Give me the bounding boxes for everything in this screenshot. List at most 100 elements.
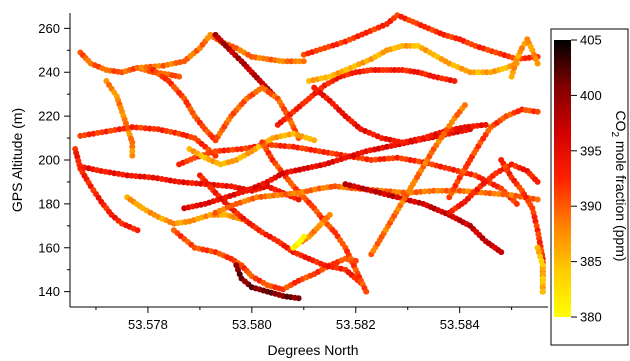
data-point [180,179,187,186]
data-point [81,132,88,139]
data-point [456,187,463,194]
data-point [184,179,191,186]
data-point [215,182,222,189]
y-tick-label: 180 [38,196,60,211]
colorbar-title: CO2 mole fraction (ppm) [609,110,629,261]
data-point [435,187,441,194]
data-point [539,262,546,269]
data-point [381,155,388,162]
y-axis-title: GPS Altitude (m) [9,108,25,212]
data-point [539,288,546,295]
data-point [426,188,433,195]
data-point [483,69,490,76]
data-point [320,149,327,155]
data-point [294,144,301,151]
data-point [229,146,236,153]
data-point [300,233,307,240]
data-point [129,148,136,155]
data-point [467,69,474,76]
data-point [534,108,541,115]
colorbar-title-suffix: mole fraction (ppm) [613,137,629,261]
colorbar: 380 385 390 395 400 405 CO2 mole fraction (ppm… [550,28,629,346]
data-point [300,58,307,65]
data-points [72,12,546,302]
y-tick-label: 160 [38,240,60,255]
data-point [129,143,136,150]
data-point [491,190,498,197]
x-tick-label: 53.582 [336,317,376,332]
data-point [363,288,370,295]
data-point [221,147,228,154]
data-point [277,142,284,149]
data-point [513,200,520,207]
data-point [132,173,139,180]
data-point [280,58,286,65]
data-point [225,147,232,154]
data-point [487,190,493,197]
colorbar-title-prefix: CO [613,110,629,131]
data-point [396,189,403,196]
data-point [142,125,149,132]
data-point [223,183,230,189]
data-point [451,78,458,84]
x-tick-label: 53.578 [128,317,168,332]
data-point [495,191,502,197]
data-point [129,139,136,146]
data-point [138,124,144,131]
data-point [176,178,183,185]
data-point [134,227,141,234]
data-point [286,143,293,150]
data-point [129,152,136,159]
y-tick-label: 260 [38,21,60,36]
data-point [129,124,136,131]
data-point [296,58,303,65]
data-point [176,73,183,80]
data-point [534,196,541,203]
data-point [145,174,152,181]
data-point [475,69,482,76]
data-point [390,155,396,162]
data-point [151,125,157,132]
x-axis: 53.578 53.580 53.582 53.584 [95,307,513,332]
data-point [539,279,546,286]
data-point [288,58,295,65]
colorbar-tick-label: 405 [580,33,602,48]
colorbar-tick-label: 400 [580,88,602,103]
data-point [273,142,280,149]
y-tick-label: 140 [38,284,60,299]
data-point [539,275,546,282]
data-point [504,191,511,198]
data-point [461,102,468,109]
data-point [133,124,140,131]
plot-frame [69,13,548,308]
data-point [143,64,150,71]
data-point [112,127,118,133]
data-point [417,188,424,195]
data-point [500,191,506,198]
data-point [212,152,219,159]
data-point [443,187,450,194]
data-point [377,156,383,163]
data-point [508,192,515,199]
data-point [439,187,446,194]
y-tick-label: 200 [38,153,60,168]
data-point [498,249,505,256]
y-axis: 140 160 180 200 220 240 260 [38,21,70,299]
data-point [311,137,318,144]
data-point [150,174,157,181]
data-point [372,156,379,163]
colorbar-gradient [554,40,571,317]
data-point [539,284,546,291]
x-tick-label: 53.584 [440,317,480,332]
data-point [234,146,241,153]
data-point [295,295,302,302]
y-tick-label: 240 [38,65,60,80]
data-point [482,189,489,196]
data-point [413,189,420,196]
colorbar-tick-label: 390 [580,199,602,214]
data-point [471,69,478,76]
data-point [137,173,144,180]
data-point [292,58,299,65]
data-point [539,271,546,278]
data-point [482,121,489,128]
